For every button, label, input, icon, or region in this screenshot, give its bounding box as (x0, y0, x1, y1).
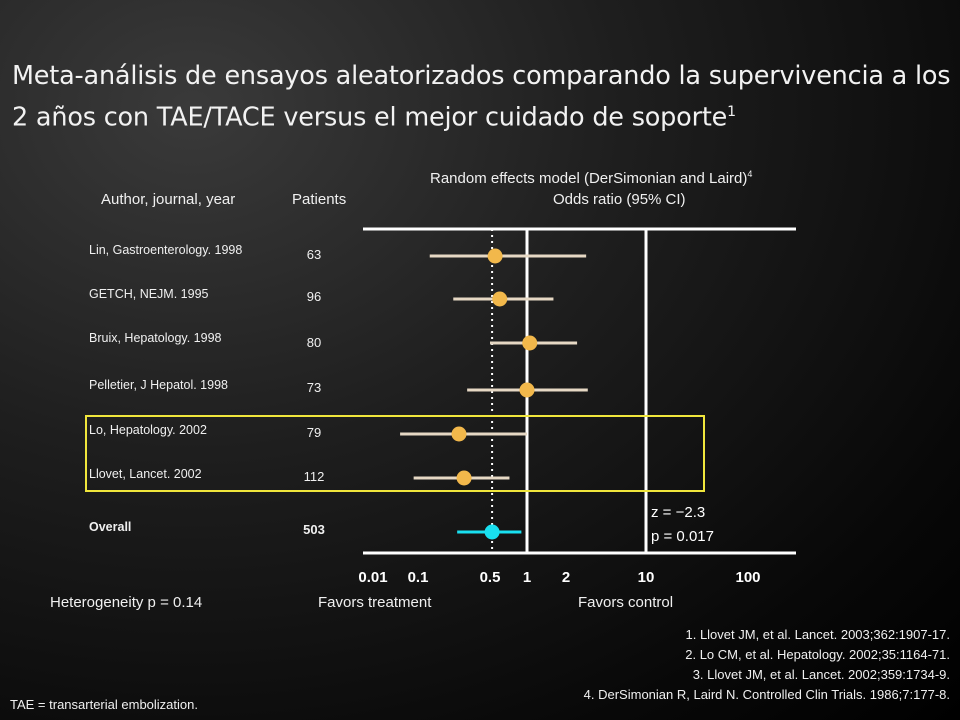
study-estimate-marker (519, 382, 535, 398)
x-tick-label: 100 (735, 569, 761, 586)
author-header: Author, journal, year (101, 191, 236, 208)
favors-treatment-label: Favors treatment (318, 594, 432, 611)
x-tick-label: 0.01 (358, 569, 388, 586)
x-tick-label: 0.1 (407, 569, 429, 586)
highlight-box (85, 415, 705, 492)
model-reference: 4 (747, 169, 753, 179)
study-estimate-marker (492, 291, 508, 307)
study-estimate-marker (456, 470, 472, 486)
p-value: p = 0.017 (651, 528, 714, 545)
study-label: Lo, Hepatology. 2002 (89, 423, 207, 437)
patients-header: Patients (292, 191, 347, 208)
model-header-text: Random effects model (DerSimonian and La… (430, 170, 748, 187)
study-marks (400, 248, 588, 540)
favors-control-label: Favors control (578, 594, 674, 611)
reference-3: 3. Llovet JM, et al. Lancet. 2002;359:17… (692, 667, 950, 682)
study-patients: 80 (306, 335, 322, 350)
study-estimate-marker (522, 335, 538, 351)
abbreviation-footnote: TAE = transarterial embolization. (10, 697, 198, 712)
reference-1: 1. Llovet JM, et al. Lancet. 2003;362:19… (685, 627, 950, 642)
study-label: Bruix, Hepatology. 1998 (89, 331, 222, 345)
study-label: Pelletier, J Hepatol. 1998 (89, 378, 228, 392)
odds-ratio-header: Odds ratio (95% CI) (553, 191, 686, 208)
study-estimate-marker (487, 248, 503, 264)
study-estimate-marker (451, 426, 467, 442)
study-patients: 96 (306, 289, 322, 304)
study-patients: 73 (306, 380, 322, 395)
study-label: GETCH, NEJM. 1995 (89, 287, 209, 301)
model-header: Random effects model (DerSimonian and La… (430, 169, 840, 187)
study-patients: 79 (306, 425, 322, 440)
x-tick-label: 2 (561, 569, 571, 586)
slide-title: Meta-análisis de ensayos aleatorizados c… (12, 58, 952, 136)
overall-label: Overall (89, 520, 132, 534)
x-tick-label: 1 (522, 569, 532, 586)
slide-title-text: Meta-análisis de ensayos aleatorizados c… (12, 61, 951, 133)
reference-4: 4. DerSimonian R, Laird N. Controlled Cl… (583, 687, 950, 702)
study-patients: 63 (306, 247, 322, 262)
z-statistic: z = −2.3 (651, 504, 706, 521)
reference-2: 2. Lo CM, et al. Hepatology. 2002;35:116… (685, 647, 950, 662)
study-label: Lin, Gastroenterology. 1998 (89, 243, 243, 257)
overall-patients: 503 (303, 522, 325, 537)
references: 1. Llovet JM, et al. Lancet. 2003;362:19… (584, 625, 950, 705)
study-label: Llovet, Lancet. 2002 (89, 467, 202, 481)
title-reference: 1 (727, 104, 736, 120)
study-patients: 112 (303, 469, 325, 484)
x-tick-label: 10 (637, 569, 655, 586)
overall-estimate-marker (484, 524, 500, 540)
x-tick-label: 0.5 (479, 569, 501, 586)
heterogeneity-note: Heterogeneity p = 0.14 (50, 594, 203, 611)
